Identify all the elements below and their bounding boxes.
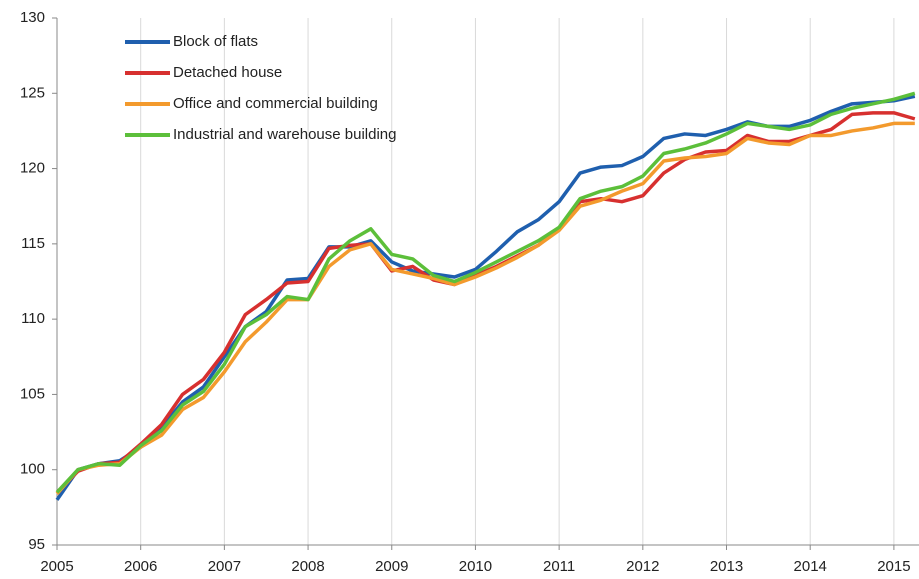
x-tick-label: 2012	[626, 558, 659, 575]
x-tick-label: 2014	[794, 558, 827, 575]
y-tick-label: 125	[20, 84, 45, 101]
series-line	[55, 111, 916, 494]
x-tick-label: 2009	[375, 558, 408, 575]
x-tick-label: 2013	[710, 558, 743, 575]
series-line	[55, 91, 916, 494]
y-tick-label: 120	[20, 160, 45, 177]
legend-label: Block of flats	[173, 33, 258, 50]
x-tick-label: 2008	[291, 558, 324, 575]
x-tick-label: 2015	[877, 558, 910, 575]
y-tick-label: 130	[20, 9, 45, 26]
x-tick-label: 2006	[124, 558, 157, 575]
y-tick-label: 105	[20, 385, 45, 402]
y-tick-label: 95	[28, 536, 45, 553]
y-tick-label: 115	[21, 235, 45, 252]
series-line	[55, 94, 916, 501]
x-tick-label: 2007	[208, 558, 241, 575]
legend-label: Office and commercial building	[173, 95, 378, 112]
x-tick-label: 2011	[543, 558, 575, 575]
legend-label: Industrial and warehouse building	[173, 126, 396, 143]
y-tick-label: 110	[21, 310, 45, 327]
y-tick-label: 100	[20, 461, 45, 478]
x-tick-label: 2010	[459, 558, 492, 575]
legend-label: Detached house	[173, 64, 282, 81]
x-tick-label: 2005	[40, 558, 73, 575]
series-line	[55, 121, 915, 495]
